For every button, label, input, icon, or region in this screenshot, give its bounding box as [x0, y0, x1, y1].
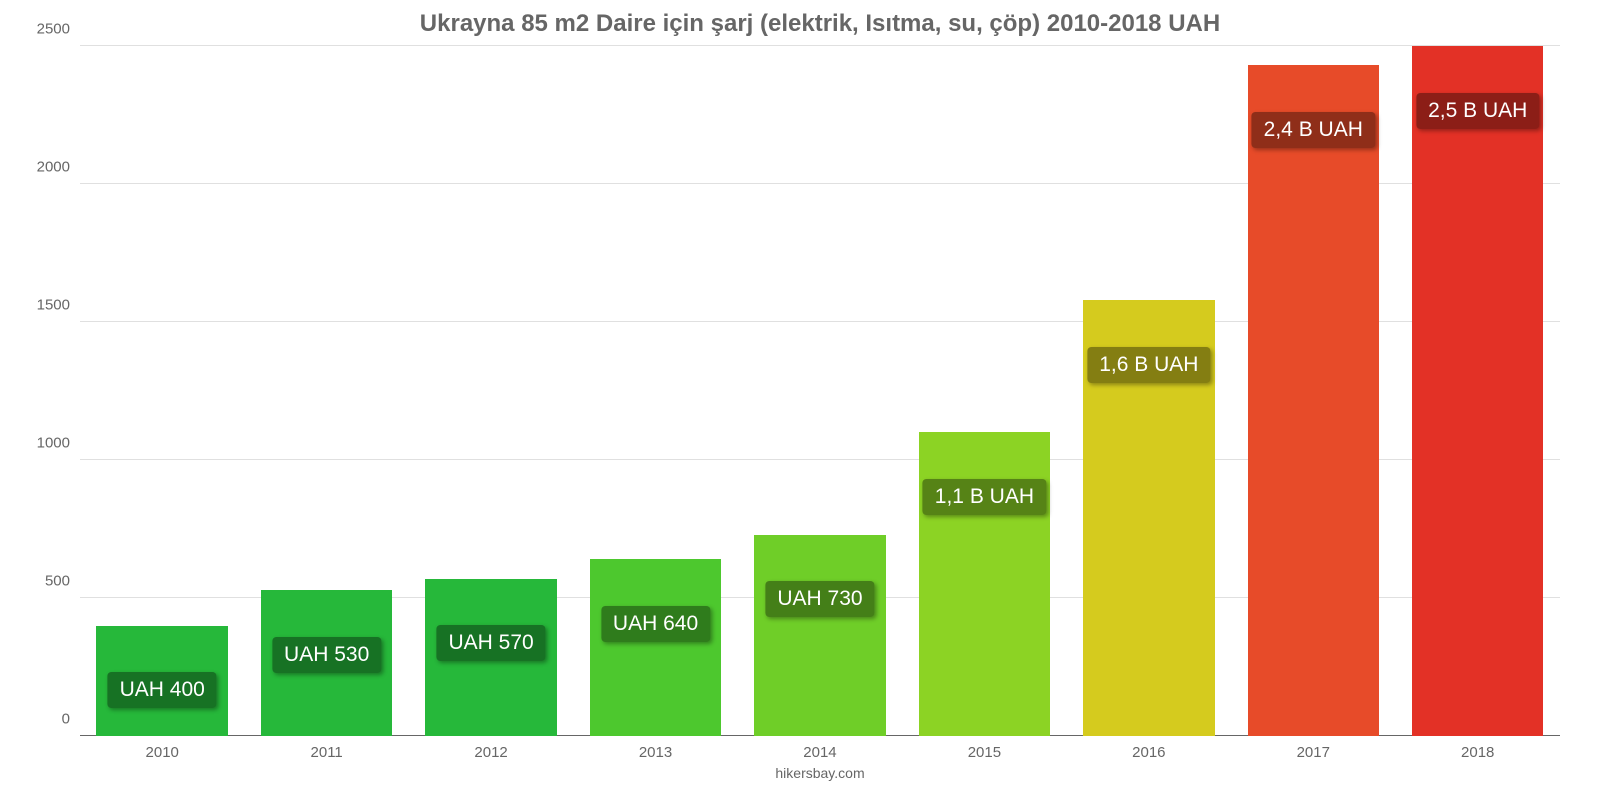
value-badge: 2,5 B UAH	[1416, 93, 1539, 129]
value-badge: 1,6 B UAH	[1087, 347, 1210, 383]
x-tick-label: 2013	[573, 744, 737, 761]
bar	[590, 559, 722, 736]
bar-slot: UAH 530	[244, 46, 408, 736]
x-tick-label: 2014	[738, 744, 902, 761]
bar	[1412, 46, 1544, 736]
bar-slot: UAH 730	[738, 46, 902, 736]
bar-slot: UAH 570	[409, 46, 573, 736]
y-tick-label: 2500	[37, 21, 80, 38]
bar-slot: 1,1 B UAH	[902, 46, 1066, 736]
y-tick-label: 2000	[37, 159, 80, 176]
bar	[1248, 65, 1380, 736]
chart-footer: hikersbay.com	[80, 765, 1560, 781]
y-tick-label: 1000	[37, 435, 80, 452]
x-tick-label: 2018	[1396, 744, 1560, 761]
bar-slot: 1,6 B UAH	[1067, 46, 1231, 736]
value-badge: UAH 730	[765, 581, 874, 617]
bar-slot: UAH 640	[573, 46, 737, 736]
chart-title: Ukrayna 85 m2 Daire için şarj (elektrik,…	[80, 10, 1560, 38]
x-tick-label: 2015	[902, 744, 1066, 761]
bars-container: UAH 400 UAH 530 UAH 570 UAH 640 UAH 730 1,1 B…	[80, 46, 1560, 736]
value-badge: UAH 400	[108, 672, 217, 708]
y-tick-label: 1500	[37, 297, 80, 314]
value-badge: 1,1 B UAH	[923, 479, 1046, 515]
value-badge: UAH 640	[601, 606, 710, 642]
x-tick-label: 2016	[1067, 744, 1231, 761]
x-axis-labels: 201020112012201320142015201620172018	[80, 744, 1560, 761]
y-tick-label: 500	[45, 573, 80, 590]
value-badge: UAH 570	[436, 625, 545, 661]
x-tick-label: 2017	[1231, 744, 1395, 761]
bar	[919, 432, 1051, 736]
bar-slot: 2,4 B UAH	[1231, 46, 1395, 736]
bar-chart: Ukrayna 85 m2 Daire için şarj (elektrik,…	[0, 0, 1600, 800]
value-badge: UAH 530	[272, 637, 381, 673]
x-tick-label: 2010	[80, 744, 244, 761]
bar	[754, 535, 886, 736]
value-badge: 2,4 B UAH	[1252, 112, 1375, 148]
x-tick-label: 2012	[409, 744, 573, 761]
y-tick-label: 0	[62, 711, 80, 728]
x-tick-label: 2011	[244, 744, 408, 761]
bar-slot: UAH 400	[80, 46, 244, 736]
plot-area: UAH 400 UAH 530 UAH 570 UAH 640 UAH 730 1,1 B…	[80, 46, 1560, 736]
bar-slot: 2,5 B UAH	[1396, 46, 1560, 736]
